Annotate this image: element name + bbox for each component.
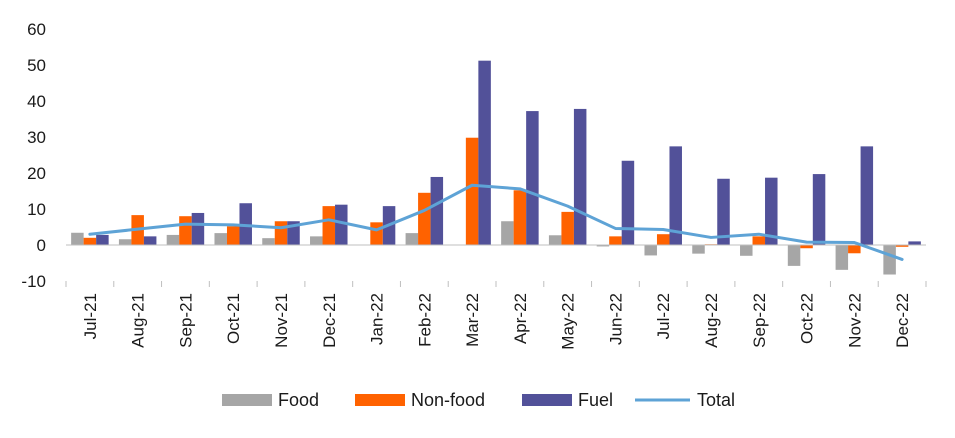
legend-swatch-food [222,394,272,406]
bar-food-jul-22 [644,245,657,256]
y-tick-label: 20 [27,164,46,183]
bar-food-feb-22 [405,233,419,245]
bar-fuel-mar-22 [478,60,491,246]
bar-non-food-oct-22 [800,245,813,249]
bar-fuel-feb-22 [430,176,444,245]
y-tick-label: 0 [37,236,46,255]
bar-non-food-dec-22 [895,245,909,247]
legend-label-non-food: Non-food [411,390,485,410]
bar-non-food-nov-21 [274,221,288,245]
x-tick-label: Nov-21 [272,293,291,348]
total-line-marks [88,183,904,261]
bar-fuel-may-22 [573,108,587,245]
x-tick-label: Feb-22 [415,293,434,347]
x-tick-label: Aug-21 [129,293,148,348]
bar-food-apr-22 [501,221,514,245]
y-tick-label: 50 [27,56,46,75]
bar-fuel-sep-22 [765,177,778,245]
x-tick-label: Sep-22 [750,293,769,348]
bar-non-food-sep-21 [179,216,192,245]
y-tick-label: 60 [27,20,46,39]
x-tick-label: Dec-21 [320,293,339,348]
bar-food-oct-21 [214,233,227,245]
bar-non-food-mar-22 [465,137,479,245]
bar-non-food-jul-22 [656,234,670,245]
x-tick-label: Aug-22 [702,293,721,348]
bar-food-oct-22 [787,245,801,266]
x-tick-label: Oct-22 [798,293,817,344]
bar-fuel-jul-22 [669,146,682,245]
bar-non-food-may-22 [561,211,574,245]
bar-fuel-dec-21 [335,204,348,245]
bar-fuel-sep-21 [191,212,205,245]
x-tick-label: Apr-22 [511,293,530,344]
x-tick-label: Dec-22 [893,293,912,348]
bar-non-food-jul-21 [83,237,97,245]
y-tick-label: -10 [21,272,46,291]
bar-non-food-nov-22 [848,245,861,254]
x-tick-label: Jan-22 [368,293,387,345]
bar-fuel-oct-22 [812,174,826,245]
x-tick-label: Sep-21 [176,293,195,348]
x-tick-label: Jun-22 [606,293,625,345]
bar-fuel-jun-22 [621,160,635,245]
y-tick-label: 30 [27,128,46,147]
y-tick-label: 40 [27,92,46,111]
bar-marks [71,60,921,275]
x-tick-label: Mar-22 [463,293,482,347]
legend: Food Non-food Fuel Total [222,390,735,410]
x-tick-label: Oct-21 [224,293,243,344]
bar-non-food-apr-22 [513,190,527,245]
y-tick-label: 10 [27,200,46,219]
bar-food-aug-21 [118,239,132,245]
bar-non-food-oct-21 [226,226,240,245]
bar-food-jul-21 [71,232,84,245]
axes: -10 0 10 20 30 40 50 60 Jul-21 Aug-21 Sep-21 Oct-21… [21,20,927,350]
x-tick-label: Nov-22 [845,293,864,348]
bar-fuel-aug-21 [143,236,157,245]
bar-non-food-feb-22 [418,192,431,245]
bar-non-food-sep-22 [752,236,766,245]
bar-food-dec-21 [310,236,323,245]
bar-food-sep-22 [740,245,753,256]
legend-label-fuel: Fuel [578,390,613,410]
line-total [88,183,904,261]
bar-fuel-apr-22 [526,111,539,245]
bar-fuel-aug-22 [717,178,730,245]
bar-food-jun-22 [596,245,610,247]
legend-swatch-fuel [522,394,572,406]
legend-label-total: Total [697,390,735,410]
bar-fuel-dec-22 [908,241,921,245]
bar-fuel-nov-22 [860,146,874,245]
x-tick-label: May-22 [559,293,578,350]
bar-non-food-jun-22 [609,236,622,245]
legend-swatch-non-food [355,394,405,406]
x-tick-label: Jul-21 [81,293,100,339]
bar-food-sep-21 [166,234,180,245]
bar-food-nov-22 [835,245,849,270]
bar-food-may-22 [548,235,562,245]
bar-food-dec-22 [883,245,896,275]
bar-non-food-jan-22 [370,222,383,245]
bar-non-food-dec-21 [322,206,336,245]
bar-food-nov-21 [262,238,275,245]
bar-food-aug-22 [692,245,705,254]
legend-label-food: Food [278,390,319,410]
x-tick-label: Jul-22 [654,293,673,339]
bar-fuel-jul-21 [96,234,109,245]
